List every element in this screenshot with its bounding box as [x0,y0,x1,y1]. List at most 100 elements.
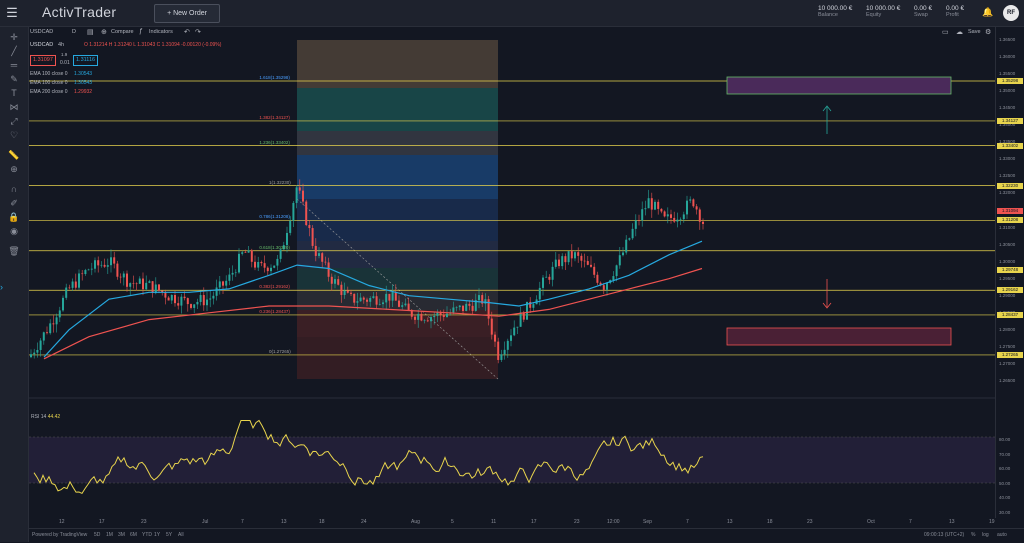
symbol-search[interactable]: USDCAD [30,29,54,35]
range-button-6m[interactable]: 6M [130,532,137,538]
candle-body [241,252,244,254]
time-tick: 7 [241,519,244,525]
fib-zone-deepred [297,337,498,379]
range-button-ytd[interactable]: YTD [142,532,152,538]
time-tick: 13 [727,519,733,525]
time-tick: 19 [989,519,995,525]
candle-body [430,317,432,322]
candle-body [177,303,180,306]
range-button-3m[interactable]: 3M [118,532,125,538]
candle-body [282,245,285,250]
indicators-icon[interactable]: ƒ [139,28,143,35]
magnet-icon[interactable]: ∩ [10,184,18,194]
price-tick: 1.35000 [999,88,1016,94]
buy-price-button[interactable]: 1.31116 [73,55,99,66]
rsi-tick: 30.00 [999,509,1011,515]
candle-body [65,287,68,298]
candle-body [414,316,416,320]
candle-body [542,277,544,288]
time-tick: 23 [574,519,580,525]
candle-body [526,301,528,320]
log-toggle[interactable]: log [982,532,989,538]
swap-display: 0.00 € Swap [914,5,933,18]
candle-body [190,304,192,308]
expand-panel-icon[interactable]: › [0,282,3,292]
text-icon[interactable]: T [11,88,17,98]
candle-body [471,305,474,311]
hamburger-menu-icon[interactable]: ☰ [6,5,18,20]
percent-toggle[interactable]: % [971,532,976,538]
candle-body [346,290,349,293]
range-button-all[interactable]: All [178,532,184,538]
brush-icon[interactable]: ✎ [10,74,18,84]
indicators-button[interactable]: Indicators [149,29,173,35]
candle-body [343,290,346,295]
trash-icon[interactable]: 🗑 [8,246,20,256]
clock-display: 09:00:13 (UTC+2) [924,532,965,538]
pattern-icon[interactable]: ⋈ [9,102,19,112]
fib-zone-red [297,310,498,337]
time-tick: Jul [202,519,209,525]
zoom-in-icon[interactable]: ⊕ [10,164,18,174]
prediction-icon[interactable]: ⤢ [10,116,18,126]
price-scale[interactable]: 1.36500 1.36000 1.35500 1.35000 1.34500 1.340… [995,27,1024,518]
candle-body [682,214,685,220]
new-order-button[interactable]: + New Order [154,4,220,23]
candle-body [183,296,186,299]
candle-body [132,283,135,284]
fullscreen-icon[interactable]: ▭ [942,29,949,36]
candle-body [404,303,407,306]
candle-body [202,295,205,306]
sell-price-button[interactable]: 1.31097 [30,55,56,66]
candle-body [612,276,615,281]
avatar[interactable]: RF [1003,5,1019,21]
hide-icon[interactable]: ◉ [10,226,18,236]
chart-type-icon[interactable]: ▤ [87,29,94,36]
candle-body [97,260,100,266]
range-button-5d[interactable]: 5D [94,532,101,538]
trendline-icon[interactable]: ╱ [11,46,17,56]
candle-body [49,323,52,334]
candle-body [122,273,125,278]
price-tag: 1.35298 [997,77,1023,84]
candle-body [468,303,471,306]
crosshair-icon[interactable]: ✛ [10,32,18,42]
profit-display[interactable]: 0.00 € Profit [946,5,965,18]
stay-drawing-icon[interactable]: ✐ [10,198,18,208]
candle-body [606,282,608,290]
candle-body [689,199,692,201]
candle-body [590,264,592,267]
range-button-1y[interactable]: 1Y [154,532,161,538]
settings-gear-icon[interactable]: ⚙ [985,29,992,36]
ruler-icon[interactable]: 📏 [8,150,20,160]
shapes-icon[interactable]: ♡ [9,130,19,140]
time-axis[interactable]: 12 17 23 Jul 7 13 18 24 Aug 5 11 17 23 12:00 Sep 7 13 18 2… [29,518,995,528]
compare-add-icon[interactable]: ⊕ [101,29,107,36]
candle-body [516,326,519,328]
range-button-5y[interactable]: 5Y [166,532,173,538]
candle-body [382,302,384,305]
undo-icon[interactable]: ↶ [184,29,190,36]
powered-by-label: Powered by TradingView [32,532,88,538]
candle-body [676,219,679,222]
interval-select[interactable]: D [72,29,76,35]
candle-body [618,255,621,266]
save-button[interactable]: Save [968,29,981,35]
compare-button[interactable]: Compare [111,29,134,35]
candle-body [289,220,292,233]
horizontal-line-icon[interactable]: ═ [10,60,18,70]
price-tag: 1.28437 [997,311,1023,318]
auto-toggle[interactable]: auto [997,532,1007,538]
price-chart[interactable] [29,39,995,518]
cloud-save-icon[interactable]: ☁ [956,29,963,36]
candle-body [580,255,583,261]
redo-icon[interactable]: ↷ [195,29,201,36]
candle-body [385,293,388,303]
candle-body [570,251,573,259]
fib-zone-grey [297,131,498,155]
candle-body [234,272,237,274]
range-button-1m[interactable]: 1M [106,532,113,538]
candle-body [494,334,496,342]
lock-icon[interactable]: 🔒 [8,212,20,222]
notification-bell-icon[interactable]: 🔔 [982,7,994,17]
